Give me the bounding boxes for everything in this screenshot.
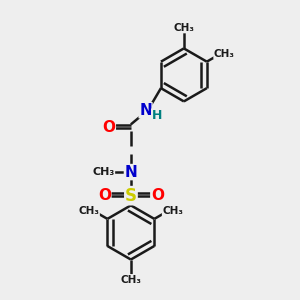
Text: CH₃: CH₃ [120,274,141,285]
Text: S: S [125,187,137,205]
Text: N: N [139,103,152,118]
Text: H: H [152,109,162,122]
Text: CH₃: CH₃ [78,206,99,216]
Text: CH₃: CH₃ [214,49,235,58]
Text: N: N [124,165,137,180]
Text: CH₃: CH₃ [92,167,115,177]
Text: O: O [102,120,115,135]
Text: CH₃: CH₃ [162,206,183,216]
Text: O: O [98,188,111,203]
Text: O: O [151,188,164,203]
Text: CH₃: CH₃ [173,23,194,33]
